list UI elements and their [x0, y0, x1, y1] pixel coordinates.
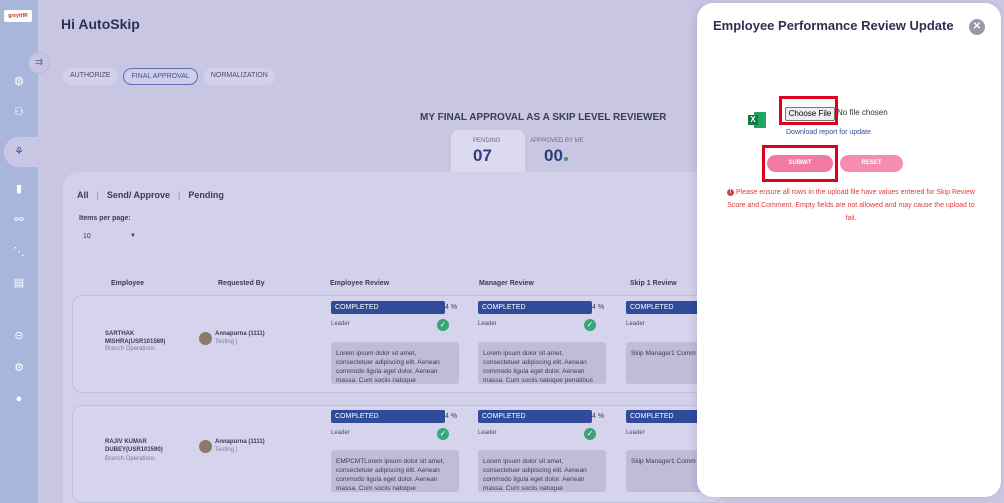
check-icon: ✓	[584, 428, 596, 440]
submit-button[interactable]: SUBMIT	[767, 155, 833, 172]
pending-label: PENDING	[473, 138, 501, 144]
col-employee: Employee	[111, 280, 145, 287]
download-report-link[interactable]: Download report for update	[786, 129, 871, 136]
col-skip1-review: Skip 1 Review	[630, 280, 677, 287]
approval-tabs: AUTHORIZE FINAL APPROVAL NORMALIZATION	[63, 68, 275, 85]
file-status-text: No file chosen	[837, 108, 888, 117]
review-icon[interactable]: ⚘	[14, 146, 24, 158]
nav-active-indicator	[4, 137, 38, 167]
role-label: Leader	[331, 321, 350, 327]
check-icon: ✓	[584, 319, 596, 331]
globe-icon[interactable]: ◍	[14, 75, 24, 87]
score-percent: 4 %	[592, 304, 605, 311]
status-badge: COMPLETED	[478, 410, 592, 423]
warning-icon: !	[727, 188, 735, 196]
role-label: Leader	[626, 321, 645, 327]
col-manager-review: Manager Review	[479, 280, 534, 287]
review-comment: Lorem ipsum dolor sit amet, consectetuer…	[331, 342, 459, 384]
upload-warning: ! Please ensure all rows in the upload f…	[722, 186, 980, 225]
check-icon: ✓	[437, 428, 449, 440]
hierarchy-icon[interactable]: ⋱	[13, 246, 25, 258]
requester-name: Annapurna (1111)	[215, 331, 265, 337]
items-per-page-select[interactable]: 10	[83, 233, 91, 240]
upload-modal: Employee Performance Review Update ✕ X C…	[697, 3, 1001, 497]
col-requested-by: Requested By	[218, 280, 265, 287]
table-row[interactable]: SARTHAK MISHRA(USR101589) Branch Operati…	[72, 295, 724, 393]
score-percent: 4 %	[445, 304, 458, 311]
reset-button[interactable]: RESET	[840, 155, 903, 172]
role-label: Leader	[478, 321, 497, 327]
review-list-panel: All | Send/ Approve | Pending Items per …	[63, 172, 724, 503]
left-nav-rail: greytHR ◍ ⚇ ⚘ ▮ ⚯ ⋱ ▤ ⊝ ⚙ ●	[0, 0, 38, 503]
status-badge: COMPLETED	[331, 410, 445, 423]
status-badge: COMPLETED	[331, 301, 445, 314]
tab-final-approval[interactable]: FINAL APPROVAL	[123, 68, 198, 85]
items-per-page-label: Items per page:	[79, 215, 131, 222]
page-greeting: Hi AutoSkip	[61, 16, 140, 32]
role-label: Leader	[626, 430, 645, 436]
chevron-down-icon[interactable]: ▼	[130, 233, 136, 239]
filter-pending[interactable]: Pending	[188, 190, 224, 200]
gear-icon[interactable]: ⚙	[14, 362, 24, 374]
role-label: Leader	[331, 430, 350, 436]
handshake-icon[interactable]: ⚯	[14, 214, 24, 226]
document-icon[interactable]: ▤	[13, 277, 25, 289]
close-icon[interactable]: ✕	[969, 19, 985, 35]
table-row[interactable]: RAJIV KUMAR DUBEY(USR101590) Branch Oper…	[72, 405, 724, 503]
check-icon: ✓	[437, 319, 449, 331]
filter-bar: All | Send/ Approve | Pending	[77, 190, 224, 200]
review-comment: Lorem ipsum dolor sit amet, consectetuer…	[478, 342, 606, 384]
requester-name: Annapurna (1111)	[215, 439, 265, 445]
requester-dept: Testing |	[215, 447, 238, 453]
status-badge: COMPLETED	[478, 301, 592, 314]
book-icon[interactable]: ▮	[15, 183, 23, 195]
approved-value: 00	[544, 146, 568, 166]
filter-send-approve[interactable]: Send/ Approve	[106, 190, 171, 200]
excel-icon: X	[748, 111, 766, 129]
warning-text: Please ensure all rows in the upload fil…	[727, 189, 975, 222]
requester-dept: Testing |	[215, 339, 238, 345]
filter-separator: |	[178, 190, 181, 200]
pending-stat-card[interactable]	[451, 130, 525, 172]
employee-name: SARTHAK MISHRA(USR101589)	[105, 331, 166, 345]
review-comment: EMPCMTLorem ipsum dolor sit amet, consec…	[331, 450, 459, 492]
approved-label: APPROVED BY ME	[530, 138, 584, 144]
score-percent: 4 %	[445, 413, 458, 420]
employee-name: RAJIV KUMAR DUBEY(USR101590)	[105, 439, 163, 453]
choose-file-button[interactable]: Choose File	[785, 107, 835, 121]
pending-value: 07	[473, 146, 492, 165]
modal-title: Employee Performance Review Update	[713, 18, 954, 33]
role-label: Leader	[478, 430, 497, 436]
review-comment: Lorem ipsum dolor sit amet, consectetuer…	[478, 450, 606, 492]
col-employee-review: Employee Review	[330, 280, 390, 287]
employee-dept: Branch Operations	[105, 456, 156, 462]
section-title: MY FINAL APPROVAL AS A SKIP LEVEL REVIEW…	[420, 112, 667, 123]
filter-separator: |	[96, 190, 99, 200]
filter-all[interactable]: All	[77, 190, 89, 200]
employee-dept: Branch Operations	[105, 346, 156, 352]
tab-normalization[interactable]: NORMALIZATION	[203, 68, 275, 85]
score-percent: 4 %	[592, 413, 605, 420]
avatar	[199, 440, 212, 453]
user-icon[interactable]: ●	[15, 393, 23, 405]
tab-authorize[interactable]: AUTHORIZE	[63, 68, 118, 85]
app-logo: greytHR	[4, 10, 32, 22]
highlight-box-submit	[762, 145, 838, 182]
printer-icon[interactable]: ⊝	[14, 330, 24, 342]
avatar	[199, 332, 212, 345]
collapse-toggle-icon[interactable]: ⇉	[28, 52, 50, 74]
team-icon[interactable]: ⚇	[14, 106, 24, 118]
highlight-box-choose-file	[779, 96, 838, 125]
